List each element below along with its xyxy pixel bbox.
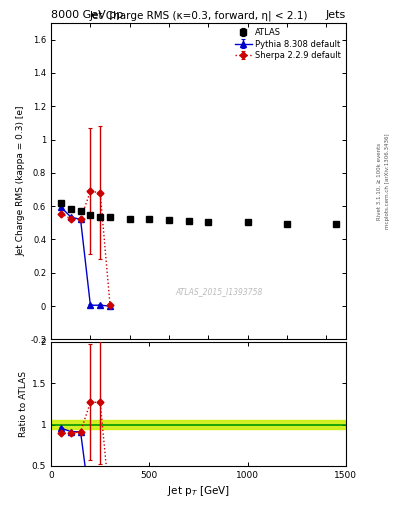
Y-axis label: Ratio to ATLAS: Ratio to ATLAS xyxy=(19,371,28,437)
Text: 8000 GeV pp: 8000 GeV pp xyxy=(51,10,123,20)
Title: Jet Charge RMS (κ=0.3, forward, η| < 2.1): Jet Charge RMS (κ=0.3, forward, η| < 2.1… xyxy=(89,11,308,22)
Y-axis label: Jet Charge RMS (kappa = 0.3) [e]: Jet Charge RMS (kappa = 0.3) [e] xyxy=(17,106,26,257)
Text: mcplots.cern.ch [arXiv:1306.3436]: mcplots.cern.ch [arXiv:1306.3436] xyxy=(385,134,389,229)
Text: Rivet 3.1.10, ≥ 100k events: Rivet 3.1.10, ≥ 100k events xyxy=(377,143,382,220)
Bar xyxy=(51,420,346,429)
Legend: ATLAS, Pythia 8.308 default, Sherpa 2.2.9 default: ATLAS, Pythia 8.308 default, Sherpa 2.2.… xyxy=(233,26,343,62)
Text: ATLAS_2015_I1393758: ATLAS_2015_I1393758 xyxy=(175,287,263,296)
X-axis label: Jet p$_{T}$ [GeV]: Jet p$_{T}$ [GeV] xyxy=(167,484,230,498)
Text: Jets: Jets xyxy=(325,10,346,20)
